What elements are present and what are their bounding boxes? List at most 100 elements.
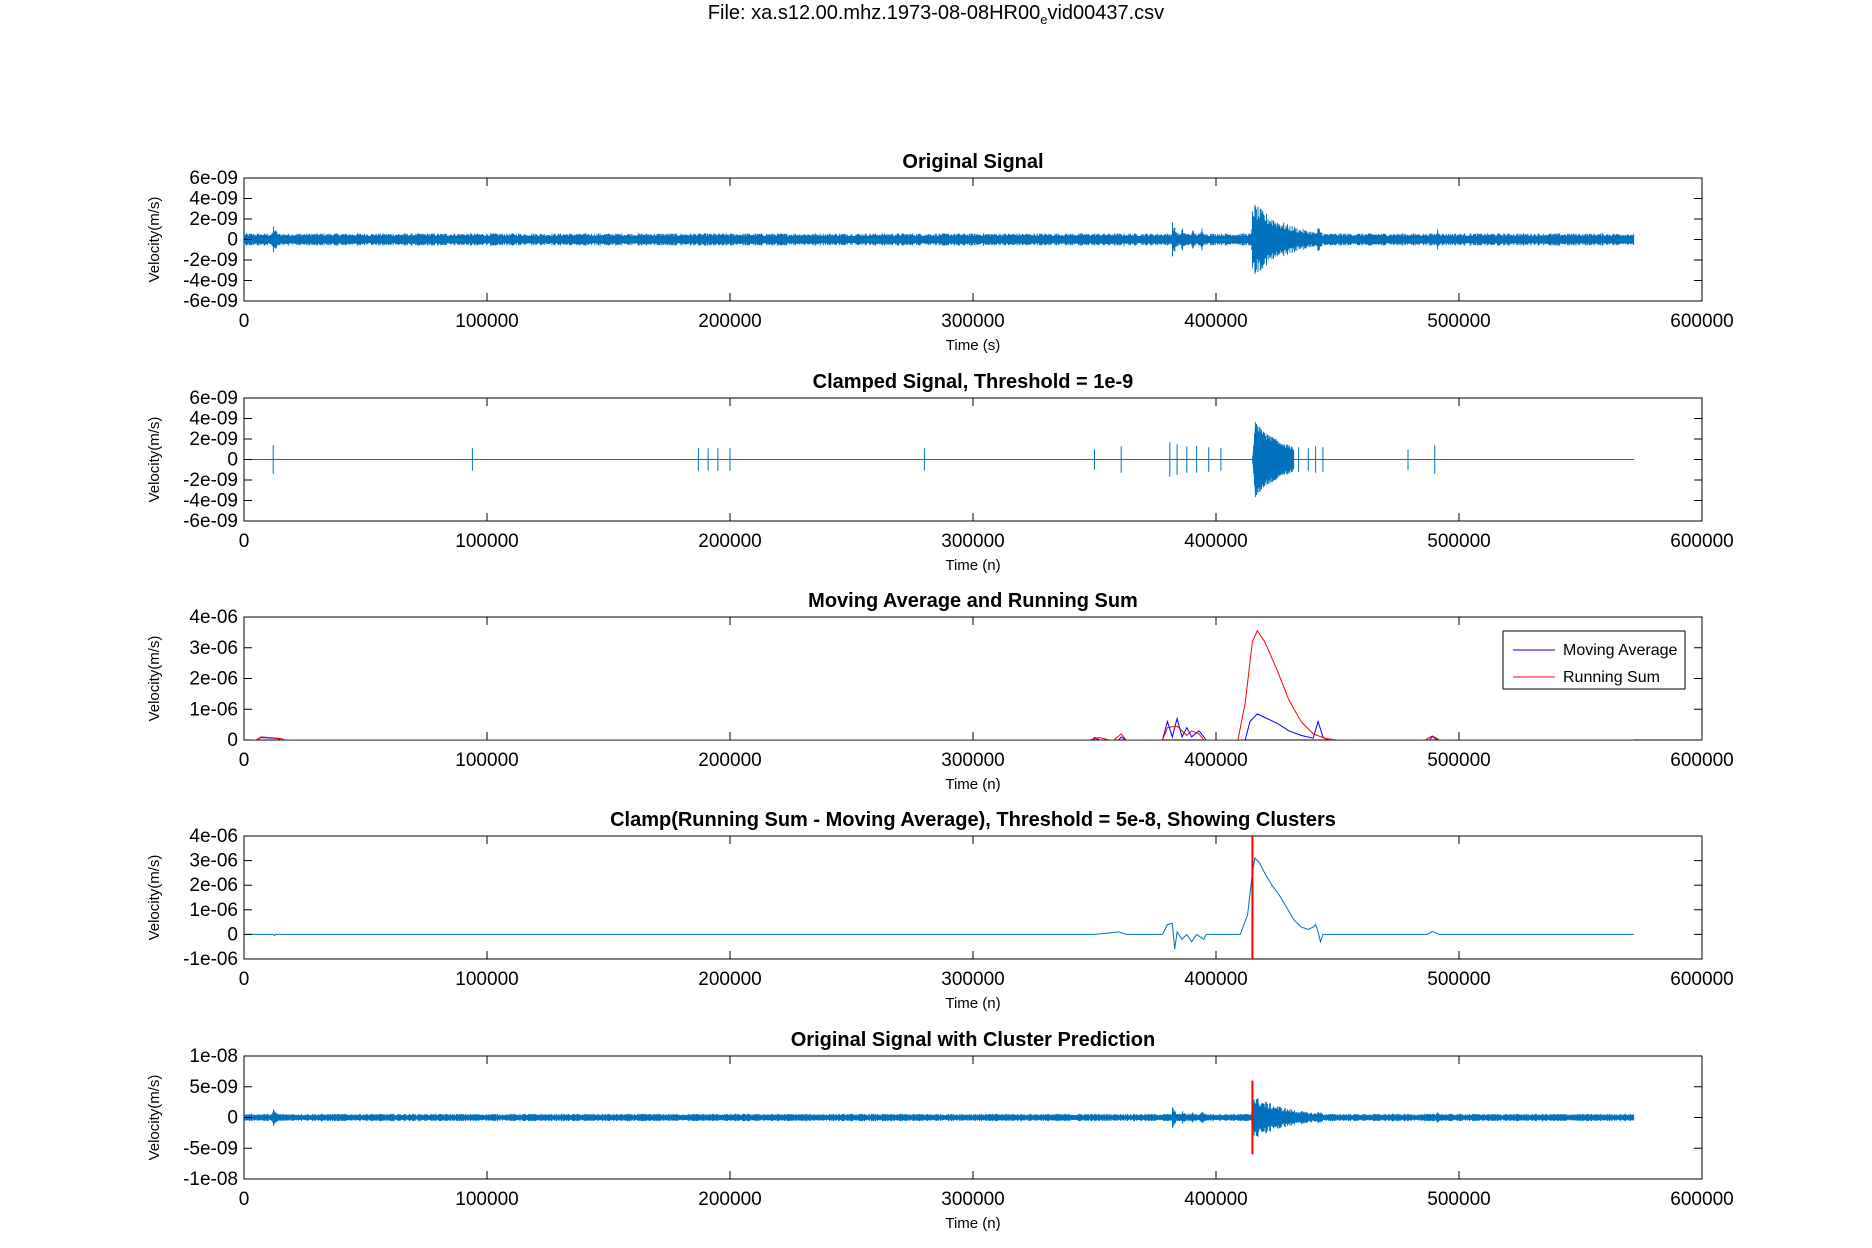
y-tick-label: -5e-09 [183,1138,238,1159]
x-axis-label: Time (n) [945,1215,1000,1232]
y-axis-label: Velocity(m/s) [146,855,163,941]
y-tick-label: 6e-09 [189,168,238,189]
y-tick-label: 4e-09 [189,189,238,210]
y-tick-label: 0 [227,1108,238,1129]
x-axis-label: Time (n) [945,995,1000,1012]
y-axis-label: Velocity(m/s) [146,417,163,503]
y-tick-label: 4e-06 [189,607,238,628]
legend: Moving Average Running Sum [1502,630,1686,690]
plot-area [244,629,1634,740]
x-tick-label: 0 [239,311,250,332]
y-tick-label: -1e-06 [183,949,238,970]
x-tick-label: 100000 [455,969,518,990]
y-axis-label: Velocity(m/s) [146,636,163,722]
y-axis-label: Velocity(m/s) [146,1075,163,1161]
subplot-title: Moving Average and Running Sum [808,590,1138,612]
clamped-trace [244,421,1634,498]
x-tick-label: 600000 [1670,969,1733,990]
x-tick-label: 300000 [941,311,1004,332]
x-tick-label: 300000 [941,531,1004,552]
y-tick-label: -2e-09 [183,470,238,491]
x-tick-label: 200000 [698,1189,761,1210]
plot-area [244,1080,1635,1155]
x-tick-label: 0 [239,750,250,771]
x-tick-label: 100000 [455,1189,518,1210]
signal-trace [244,204,1635,275]
x-tick-label: 300000 [941,750,1004,771]
x-tick-label: 0 [239,969,250,990]
x-tick-label: 200000 [698,750,761,771]
x-tick-label: 500000 [1427,750,1490,771]
x-tick-label: 100000 [455,531,518,552]
y-tick-label: -6e-09 [183,291,238,312]
x-tick-label: 200000 [698,311,761,332]
x-axis-label: Time (n) [945,776,1000,793]
subplot-title: Clamp(Running Sum - Moving Average), Thr… [610,809,1336,831]
x-tick-label: 600000 [1670,1189,1733,1210]
y-tick-label: 2e-09 [189,429,238,450]
y-tick-label: 4e-09 [189,409,238,430]
difference-line [244,857,1634,950]
x-axis-label: Time (s) [946,337,1000,354]
y-tick-label: -1e-08 [183,1169,238,1190]
subplot-5: Original Signal with Cluster Prediction 0… [146,1029,1734,1232]
y-tick-label: 3e-06 [189,851,238,872]
plot-area [244,836,1634,959]
plot-frame [243,835,1703,960]
x-tick-label: 0 [239,531,250,552]
subplot-3: Moving Average and Running Sum 0 100000 200… [146,590,1734,793]
y-tick-label: -6e-09 [183,511,238,532]
y-tick-label: 6e-09 [189,388,238,409]
figure-title-suffix: vid00437.csv [1047,2,1165,24]
y-tick-label: 0 [227,924,238,945]
subplot-title: Original Signal [902,151,1043,173]
x-tick-label: 400000 [1184,750,1247,771]
figure-title: File: xa.s12.00.mhz.1973-08-08HR00evid00… [0,2,1872,27]
y-tick-label: -4e-09 [183,271,238,292]
x-tick-label: 500000 [1427,969,1490,990]
x-tick-label: 200000 [698,969,761,990]
x-tick-label: 600000 [1670,750,1733,771]
y-tick-label: -2e-09 [183,250,238,271]
legend-label: Moving Average [1563,642,1678,659]
running-sum-line [244,629,1634,740]
moving-average-line [244,713,1634,740]
x-tick-label: 300000 [941,1189,1004,1210]
subplot-4: Clamp(Running Sum - Moving Average), Thr… [146,809,1734,1012]
plot-area [244,421,1634,498]
x-tick-label: 100000 [455,750,518,771]
y-tick-label: 0 [227,230,238,251]
x-tick-label: 600000 [1670,531,1733,552]
x-tick-label: 400000 [1184,311,1247,332]
subplot-1: Original Signal 0 100000 200000 300000 400000… [146,151,1734,354]
x-tick-label: 400000 [1184,969,1247,990]
x-tick-label: 400000 [1184,531,1247,552]
y-tick-label: 0 [227,730,238,751]
subplot-title: Clamped Signal, Threshold = 1e-9 [813,371,1134,393]
legend-box [1502,630,1686,690]
y-tick-label: -4e-09 [183,491,238,512]
y-axis-label: Velocity(m/s) [146,197,163,283]
y-tick-label: 2e-06 [189,875,238,896]
plot-area [244,204,1635,275]
subplot-2: Clamped Signal, Threshold = 1e-9 0 100000 2… [146,371,1734,574]
y-tick-label: 3e-06 [189,638,238,659]
y-tick-label: 0 [227,450,238,471]
y-tick-label: 1e-08 [189,1046,238,1067]
y-tick-label: 1e-06 [189,900,238,921]
y-tick-label: 1e-06 [189,699,238,720]
y-tick-label: 4e-06 [189,826,238,847]
x-tick-label: 0 [239,1189,250,1210]
y-tick-label: 2e-06 [189,669,238,690]
x-tick-label: 400000 [1184,1189,1247,1210]
subplot-title: Original Signal with Cluster Prediction [791,1029,1156,1051]
x-tick-label: 300000 [941,969,1004,990]
x-tick-label: 500000 [1427,531,1490,552]
x-tick-label: 500000 [1427,1189,1490,1210]
plot-frame [243,616,1703,741]
x-tick-label: 600000 [1670,311,1733,332]
legend-label: Running Sum [1563,669,1660,686]
figure-title-subscript: e [1040,12,1048,27]
